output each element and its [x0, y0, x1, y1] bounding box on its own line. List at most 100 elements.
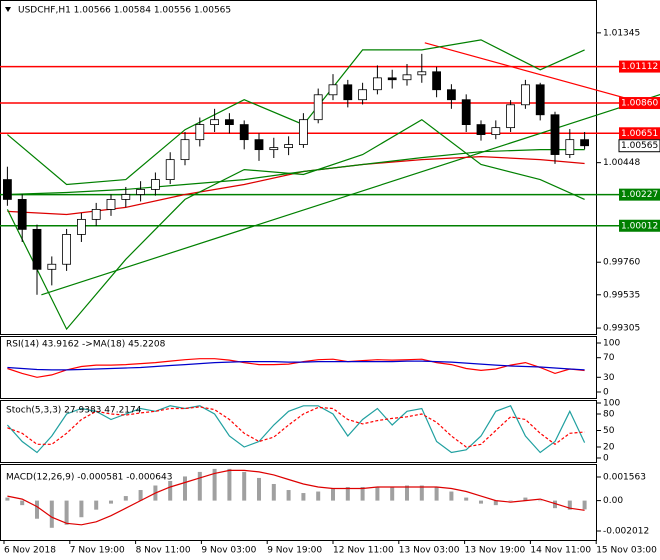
stoch-panel: [0, 400, 597, 463]
panel-title: MACD(12,26,9) -0.000581 -0.000643: [6, 473, 172, 483]
histogram-bar: [464, 497, 469, 501]
histogram-bar: [257, 477, 261, 501]
y-tick-label: 0.00: [603, 496, 623, 506]
level-label: 1.00227: [621, 190, 658, 200]
histogram-bar: [138, 490, 143, 501]
level-label-box: [619, 60, 660, 73]
candle-body: [239, 124, 249, 141]
y-tick-label: 0.99305: [603, 324, 640, 334]
histogram-bar: [227, 468, 232, 501]
panel-title: RSI(14) 43.9162 ->MA(18) 45.2208: [6, 340, 166, 350]
histogram-bar: [301, 493, 306, 501]
histogram-bar: [271, 483, 276, 501]
candle-body: [402, 74, 412, 81]
histogram-bar: [286, 490, 291, 501]
y-tick-label: 0: [603, 388, 609, 398]
histogram-bar: [212, 468, 217, 501]
level-label: 1.01112: [621, 62, 658, 72]
candle-body: [446, 89, 456, 101]
histogram-bar: [168, 480, 173, 501]
histogram-bar: [316, 491, 321, 501]
last-price-box: [618, 139, 660, 153]
candle-body: [195, 124, 205, 141]
candle-body: [506, 104, 516, 129]
y-tick-label: 1.00448: [603, 158, 640, 168]
histogram-bar: [375, 487, 380, 501]
candle-body: [417, 71, 427, 76]
candle-body: [165, 159, 175, 180]
level-label-box: [619, 97, 660, 110]
histogram-bar: [331, 488, 335, 501]
candle-body: [313, 94, 323, 121]
histogram-bar: [508, 500, 513, 502]
candle-body: [106, 199, 116, 210]
overlay-line: [6, 118, 585, 331]
histogram-bar: [109, 500, 113, 504]
candle-body: [47, 263, 57, 270]
candle-body: [521, 84, 530, 106]
candle-body: [372, 77, 382, 91]
main-panel: [0, 0, 597, 335]
histogram-bar: [419, 485, 424, 501]
histogram-bar: [183, 476, 187, 501]
time-label: 7 Nov 19:00: [70, 546, 125, 556]
histogram-bar: [567, 500, 572, 510]
level-label: 1.00651: [621, 129, 658, 139]
time-label: 13 Nov 03:00: [399, 546, 460, 556]
time-label: 13 Nov 19:00: [465, 546, 526, 556]
rsi-panel: [0, 336, 597, 399]
candle-body: [580, 139, 589, 147]
candle-body: [254, 139, 264, 151]
trendline: [424, 42, 660, 109]
panel-title: Stoch(5,3,3) 27.9383 47.2174: [6, 406, 142, 416]
time-label: 14 Nov 11:00: [530, 546, 591, 556]
overlay-line: [7, 149, 585, 196]
y-tick-label: 1.01345: [603, 28, 640, 38]
candle-body: [17, 199, 27, 230]
y-tick-label: 80: [603, 410, 615, 420]
series-line: [7, 406, 585, 448]
histogram-bar: [20, 500, 25, 506]
candle-body: [77, 218, 86, 235]
time-label: 9 Nov 19:00: [267, 546, 322, 556]
time-label: 12 Nov 11:00: [333, 546, 394, 556]
histogram-bar: [345, 487, 350, 501]
histogram-bar: [582, 500, 587, 510]
candle-body: [180, 139, 190, 161]
y-tick-label: 0.99535: [603, 290, 640, 300]
histogram-bar: [390, 487, 395, 501]
histogram-bar: [479, 500, 483, 504]
histogram-bar: [64, 500, 69, 525]
candle-body: [3, 179, 12, 200]
y-tick-label: 70: [603, 353, 615, 363]
histogram-bar: [197, 471, 202, 501]
candle-body: [491, 127, 501, 135]
last-price: 1.00565: [621, 141, 658, 151]
y-tick-label: 0.99760: [603, 258, 640, 268]
candle-body: [432, 71, 442, 91]
candle-body: [565, 139, 575, 155]
candle-body: [476, 124, 486, 135]
time-label: 6 Nov 2018: [4, 546, 56, 556]
y-tick-label: 100: [603, 339, 620, 349]
histogram-bar: [123, 496, 128, 501]
histogram-bar: [242, 471, 247, 501]
macd-panel: [0, 464, 597, 541]
histogram-bar: [35, 500, 39, 519]
signal-line: [7, 469, 585, 526]
y-tick-label: 20: [603, 443, 615, 453]
histogram-bar: [523, 497, 528, 501]
candle-body: [150, 179, 160, 190]
series-line: [6, 405, 586, 454]
level-label: 1.00012: [621, 221, 658, 231]
candle-body: [387, 77, 397, 81]
candle-body: [298, 119, 308, 145]
histogram-bar: [434, 487, 439, 501]
histogram-bar: [405, 485, 409, 501]
histogram-bar: [49, 500, 54, 528]
series-line: [7, 358, 585, 378]
y-tick-label: 30: [603, 373, 615, 383]
candle-body: [32, 228, 42, 270]
time-label: 8 Nov 11:00: [136, 546, 191, 556]
